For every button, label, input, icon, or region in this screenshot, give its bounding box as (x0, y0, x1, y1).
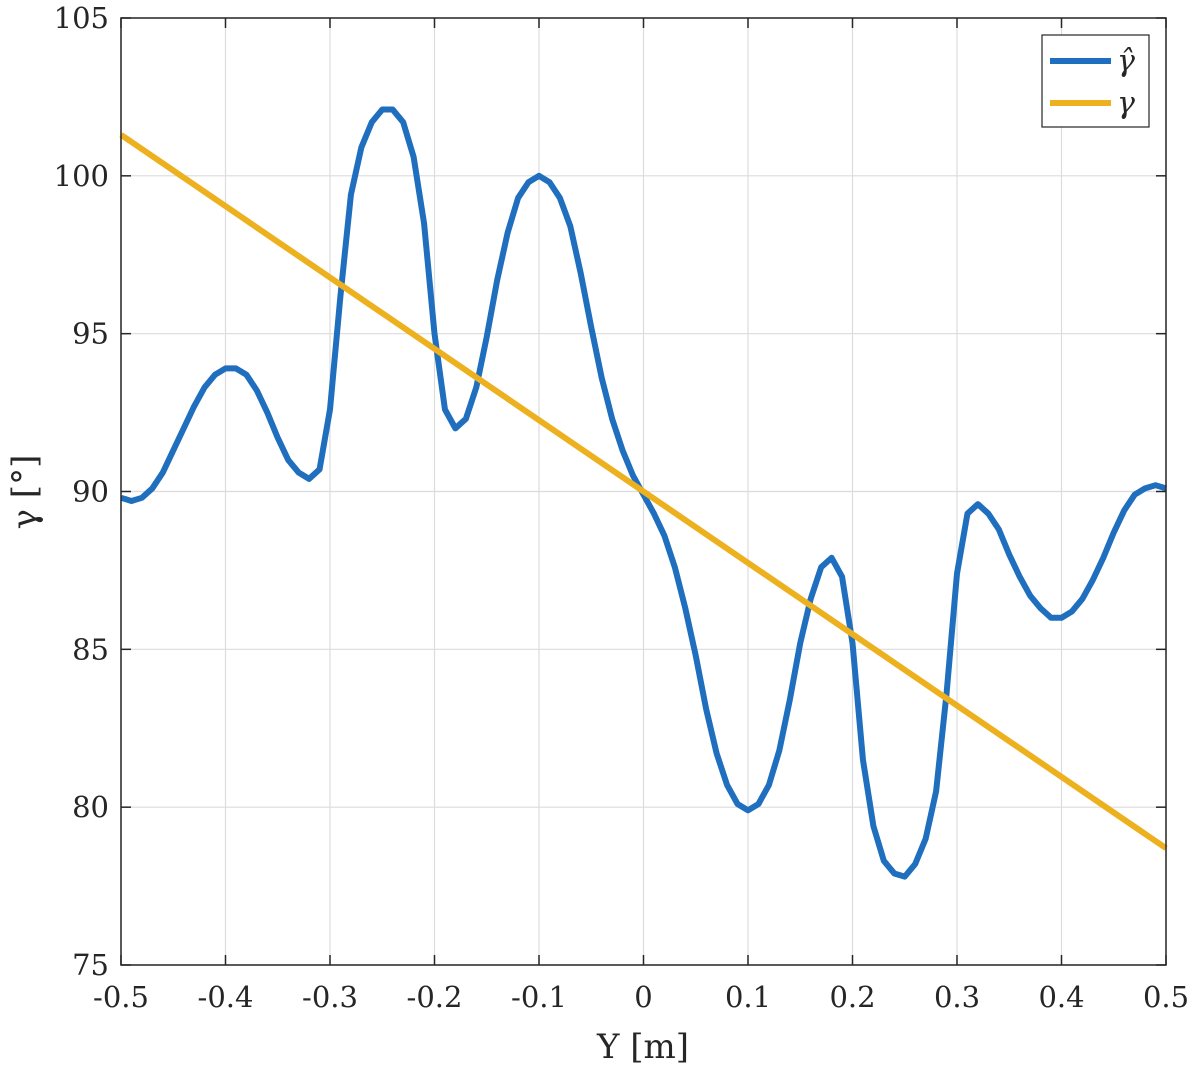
x-axis-title: Y [m] (596, 1027, 689, 1067)
x-tick-label: 0.5 (1143, 980, 1189, 1014)
legend-box (1041, 34, 1150, 128)
tick-labels: -0.5 -0.4 -0.3 -0.2 -0.1 0 0.1 0.2 0.3 0.4 0.5 75 80… (54, 1, 1189, 1014)
legend: γ̂ γ (1041, 34, 1150, 128)
x-tick-label: -0.2 (407, 980, 463, 1014)
y-tick-label: 80 (72, 790, 109, 824)
y-tick-label: 85 (72, 632, 109, 666)
y-tick-label: 105 (54, 1, 109, 35)
y-axis-title: γ [°] (5, 455, 45, 530)
y-tick-label: 95 (72, 317, 109, 351)
y-tick-label: 100 (54, 159, 109, 193)
x-tick-label: 0.1 (725, 980, 771, 1014)
x-tick-label: -0.4 (198, 980, 254, 1014)
series-line-gamma (119, 132, 1168, 851)
x-tick-label: -0.5 (93, 980, 149, 1014)
series-layer (119, 106, 1168, 880)
x-tick-label: -0.3 (302, 980, 358, 1014)
y-tick-label: 90 (72, 475, 109, 509)
legend-label-gamma: γ (1117, 86, 1135, 121)
x-tick-label: 0 (634, 980, 652, 1014)
x-tick-label: -0.1 (511, 980, 567, 1014)
x-tick-label: 0.3 (934, 980, 980, 1014)
x-tick-label: 0.2 (829, 980, 875, 1014)
x-tick-label: 0.4 (1038, 980, 1084, 1014)
legend-label-gamma-hat: γ̂ (1117, 44, 1135, 79)
y-tick-label: 75 (72, 948, 109, 982)
ticks (120, 17, 1167, 966)
